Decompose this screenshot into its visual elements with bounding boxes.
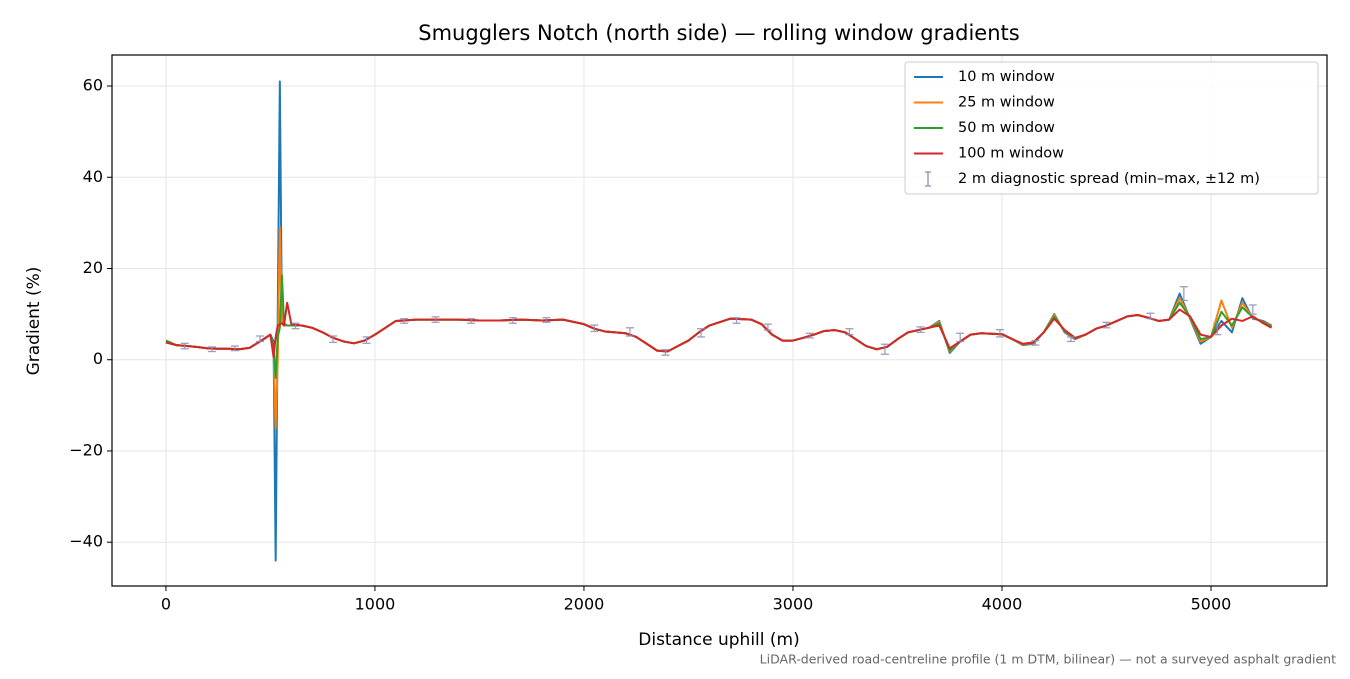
x-tick-label: 5000 — [1191, 595, 1232, 614]
series-line — [165, 301, 1273, 358]
error-bar — [1031, 339, 1040, 346]
x-axis-label: Distance uphill (m) — [638, 630, 799, 650]
error-bar — [329, 335, 338, 344]
legend-label: 2 m diagnostic spread (min–max, ±12 m) — [958, 171, 1260, 187]
error-bar — [230, 345, 239, 352]
error-bar — [625, 327, 634, 337]
error-bar — [508, 317, 517, 324]
chart-title: Smugglers Notch (north side) — rolling w… — [418, 21, 1019, 45]
error-bar — [180, 342, 189, 350]
error-bar — [732, 317, 741, 324]
error-bar — [697, 328, 706, 338]
error-bar — [400, 318, 409, 324]
error-bar — [590, 324, 599, 333]
y-tick-label: 20 — [83, 258, 103, 277]
error-bar — [880, 343, 889, 355]
error-bar — [1146, 312, 1155, 320]
plot-frame — [111, 54, 1328, 587]
legend-label: 10 m window — [958, 69, 1055, 85]
error-bar — [542, 317, 551, 323]
legend-swatch — [925, 171, 931, 187]
y-tick-label: 60 — [83, 76, 103, 95]
x-tick-label: 0 — [161, 595, 171, 614]
error-bar — [467, 318, 476, 324]
error-bar — [956, 332, 965, 343]
error-bar — [1248, 304, 1257, 315]
error-bar — [1066, 336, 1075, 343]
error-bar — [255, 335, 264, 343]
legend-box — [904, 61, 1319, 195]
error-bar — [805, 332, 814, 339]
error-bar — [291, 322, 300, 330]
error-bar — [1179, 286, 1188, 302]
y-axis-label: Gradient (%) — [24, 267, 44, 376]
error-bar — [1102, 321, 1111, 329]
error-bar — [845, 328, 854, 336]
error-bar — [661, 349, 670, 356]
legend-label: 25 m window — [958, 95, 1055, 111]
y-tick-label: 0 — [93, 349, 103, 368]
legend-label: 100 m window — [958, 146, 1064, 162]
y-tick-label: 40 — [83, 167, 103, 186]
y-tick-label: −20 — [69, 440, 103, 459]
error-bar — [995, 328, 1004, 338]
error-bar — [431, 316, 440, 323]
x-tick-label: 4000 — [982, 595, 1023, 614]
error-bar — [916, 326, 925, 334]
error-bar — [362, 336, 371, 344]
x-tick-label: 2000 — [564, 595, 605, 614]
y-tick-label: −40 — [69, 532, 103, 551]
error-bar — [1213, 322, 1222, 336]
x-tick-label: 3000 — [773, 595, 814, 614]
legend-label: 50 m window — [958, 120, 1055, 136]
x-tick-label: 1000 — [355, 595, 396, 614]
error-bar — [207, 346, 216, 353]
error-bar — [763, 323, 772, 331]
footnote: LiDAR-derived road-centreline profile (1… — [760, 652, 1336, 667]
